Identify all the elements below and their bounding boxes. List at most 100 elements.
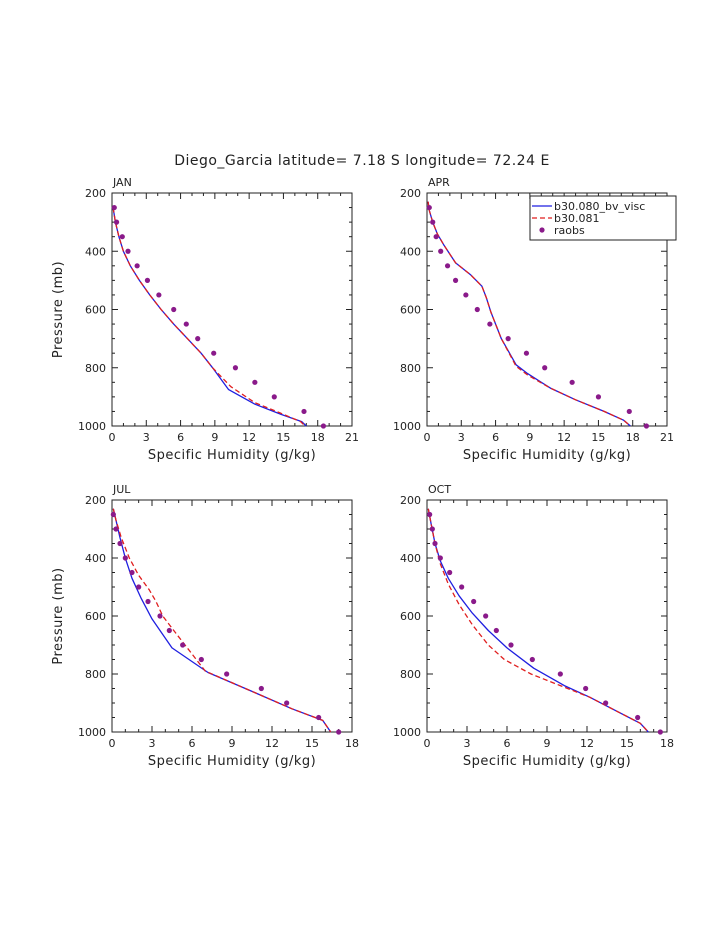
x-axis-label: Specific Humidity (g/kg) bbox=[148, 448, 316, 463]
raobs-point bbox=[156, 292, 162, 298]
panels-group: 0 3 6 9 12 15 18 212004006008001000JANSpecific … bbox=[51, 176, 677, 769]
x-tick-label: 18 bbox=[345, 737, 359, 750]
raobs-point bbox=[122, 555, 128, 561]
raobs-point bbox=[252, 379, 258, 385]
raobs-point bbox=[211, 350, 217, 356]
raobs-point bbox=[643, 423, 650, 429]
raobs-point bbox=[483, 613, 489, 619]
raobs-point bbox=[113, 526, 119, 532]
x-tick-label: 15 bbox=[591, 431, 605, 444]
raobs-point bbox=[429, 526, 435, 532]
y-tick-label: 400 bbox=[85, 245, 106, 258]
raobs-point bbox=[119, 234, 125, 240]
raobs-point bbox=[198, 656, 204, 663]
y-tick-label: 200 bbox=[400, 494, 421, 507]
raobs-point bbox=[493, 627, 499, 634]
x-tick-label: 0 bbox=[109, 737, 116, 750]
raobs-point bbox=[463, 292, 469, 298]
figure-title: Diego_Garcia latitude= 7.18 S longitude=… bbox=[174, 153, 550, 169]
x-tick-label: 15 bbox=[620, 737, 634, 750]
x-axis-label: Specific Humidity (g/kg) bbox=[148, 754, 316, 769]
raobs-point bbox=[523, 350, 530, 356]
raobs-point bbox=[437, 555, 443, 561]
x-tick-label: 6 bbox=[177, 431, 184, 444]
raobs-point bbox=[487, 321, 493, 327]
raobs-point bbox=[125, 248, 131, 254]
series-line-b30-081 bbox=[427, 201, 631, 427]
x-tick-label: 15 bbox=[305, 737, 319, 750]
y-tick-label: 200 bbox=[400, 187, 421, 200]
y-axis-label: Pressure (mb) bbox=[51, 261, 66, 358]
raobs-point bbox=[447, 569, 453, 576]
x-tick-label: 9 bbox=[544, 737, 551, 750]
legend-box bbox=[529, 195, 677, 241]
raobs-point bbox=[508, 642, 514, 648]
x-tick-label: 6 bbox=[504, 737, 511, 750]
raobs-point bbox=[232, 365, 239, 371]
panel-oct: 0 3 6 9 12 15 18 200 400 600 800 1000 OCT Specific Hu… bbox=[393, 483, 674, 769]
raobs-point bbox=[542, 365, 548, 371]
y-tick-label: 200 bbox=[85, 187, 106, 200]
raobs-point bbox=[459, 584, 465, 590]
x-tick-label: 9 bbox=[211, 431, 218, 444]
raobs-point bbox=[284, 700, 290, 706]
raobs-point bbox=[110, 511, 116, 518]
x-tick-label: 3 bbox=[149, 737, 156, 750]
y-tick-label: 1000 bbox=[393, 420, 421, 433]
raobs-point bbox=[180, 642, 186, 648]
series-line-b30-080-bv-visc bbox=[112, 508, 332, 733]
raobs-point bbox=[635, 714, 641, 721]
raobs-point bbox=[426, 204, 432, 211]
y-tick-label: 600 bbox=[85, 610, 106, 623]
x-tick-label: 0 bbox=[109, 431, 116, 444]
x-tick-label: 12 bbox=[557, 431, 571, 444]
y-tick-label: 200 bbox=[85, 494, 106, 507]
x-tick-label: 3 bbox=[143, 431, 150, 444]
raobs-point bbox=[157, 613, 163, 619]
x-tick-label: 3 bbox=[464, 737, 471, 750]
raobs-point bbox=[444, 263, 451, 269]
y-tick-label: 1000 bbox=[78, 726, 106, 739]
x-axis-label: Specific Humidity (g/kg) bbox=[463, 448, 631, 463]
x-tick-label: 18 bbox=[311, 431, 325, 444]
raobs-point bbox=[171, 306, 177, 313]
panel-label: JUL bbox=[112, 483, 131, 496]
y-tick-label: 400 bbox=[85, 552, 106, 565]
x-tick-label: 0 bbox=[424, 737, 431, 750]
raobs-point bbox=[113, 219, 120, 225]
raobs-point bbox=[432, 540, 438, 547]
x-tick-label: 21 bbox=[345, 431, 359, 444]
legend-label: raobs bbox=[554, 224, 585, 237]
x-tick-label: 12 bbox=[265, 737, 279, 750]
panel-label: JAN bbox=[112, 176, 132, 189]
raobs-point bbox=[271, 394, 277, 400]
y-axis-label: Pressure (mb) bbox=[51, 567, 66, 664]
y-tick-label: 600 bbox=[400, 610, 421, 623]
raobs-point bbox=[471, 598, 477, 605]
raobs-point bbox=[136, 584, 142, 590]
raobs-point bbox=[320, 423, 327, 429]
raobs-point bbox=[301, 408, 307, 415]
x-tick-label: 6 bbox=[189, 737, 196, 750]
x-tick-label: 18 bbox=[626, 431, 640, 444]
x-tick-label: 18 bbox=[660, 737, 674, 750]
raobs-point bbox=[438, 248, 444, 254]
raobs-point bbox=[474, 306, 480, 313]
x-tick-label: 3 bbox=[458, 431, 465, 444]
panel-jan: 0 3 6 9 12 15 18 21 200 400 600 800 1000 JAN Specific … bbox=[51, 176, 359, 463]
raobs-point bbox=[657, 729, 663, 735]
raobs-point bbox=[427, 511, 433, 518]
raobs-point bbox=[258, 685, 264, 692]
y-tick-label: 400 bbox=[400, 245, 421, 258]
raobs-point bbox=[195, 336, 201, 342]
x-tick-label: 6 bbox=[492, 431, 499, 444]
raobs-point bbox=[430, 219, 436, 225]
x-tick-label: 21 bbox=[660, 431, 674, 444]
plot-frame bbox=[426, 499, 668, 733]
x-tick-label: 12 bbox=[242, 431, 256, 444]
y-tick-label: 600 bbox=[400, 304, 421, 317]
series-line-b30-081 bbox=[112, 207, 306, 427]
legend-label: b30.081 bbox=[554, 212, 599, 225]
